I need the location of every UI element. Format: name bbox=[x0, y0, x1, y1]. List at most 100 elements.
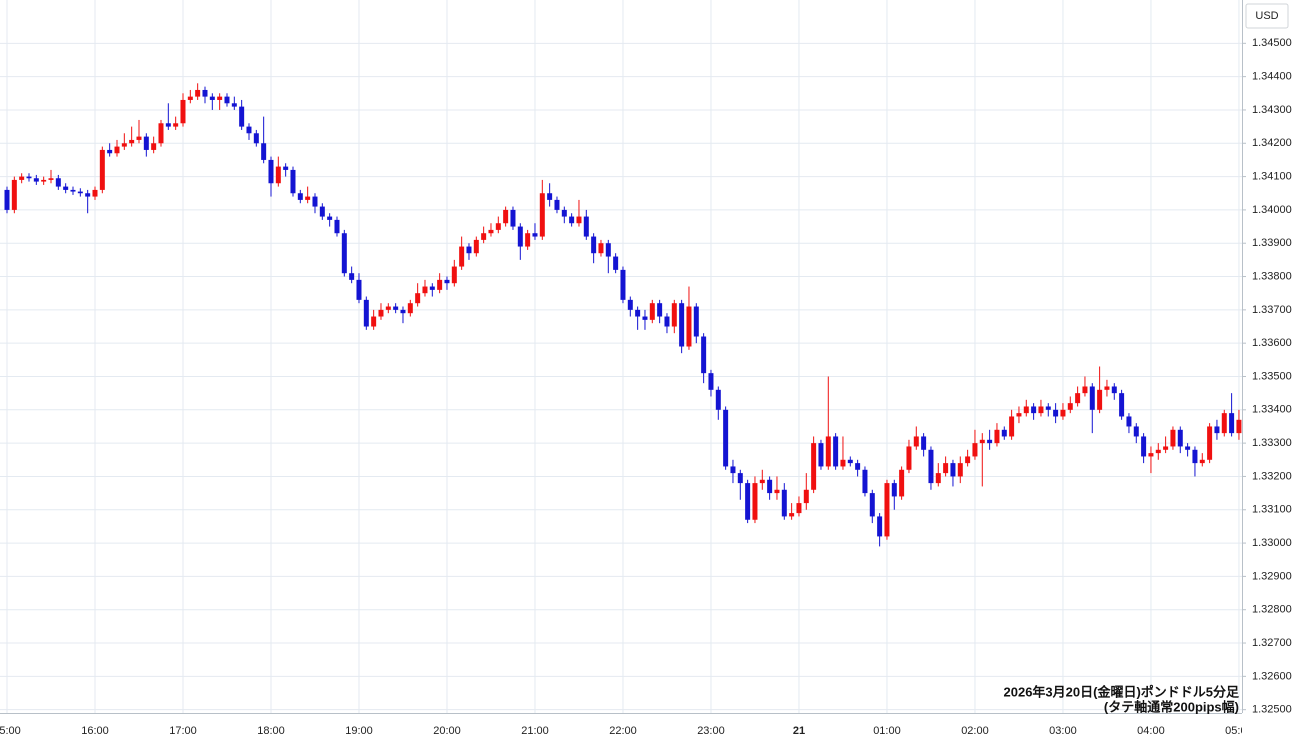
candle-body bbox=[1199, 459, 1205, 464]
candle-body bbox=[539, 193, 545, 237]
candle-body bbox=[1236, 419, 1242, 434]
candle-body bbox=[1214, 426, 1220, 434]
candle-body bbox=[334, 219, 340, 234]
candle-body bbox=[627, 299, 633, 310]
candle-body bbox=[253, 133, 259, 144]
candle-body bbox=[928, 449, 934, 484]
grid bbox=[0, 0, 1242, 713]
candle-body bbox=[576, 216, 582, 224]
candle-body bbox=[444, 279, 450, 284]
candle-body bbox=[1170, 429, 1176, 447]
candle-body bbox=[877, 516, 883, 537]
candle-body bbox=[495, 223, 501, 230]
candle-body bbox=[437, 279, 443, 290]
candle-body bbox=[730, 466, 736, 474]
candle-body bbox=[1016, 413, 1022, 417]
y-tick-label: 1.32800 bbox=[1252, 604, 1292, 616]
candle-body bbox=[1126, 416, 1132, 427]
candle-body bbox=[275, 166, 281, 184]
candle-body bbox=[231, 103, 237, 107]
candle-body bbox=[385, 306, 391, 310]
candle-body bbox=[818, 443, 824, 467]
candle-body bbox=[11, 179, 17, 210]
candle-body bbox=[63, 186, 69, 190]
caption: (タテ軸通常200pips幅) bbox=[1104, 699, 1239, 714]
candle-body bbox=[1119, 393, 1125, 417]
candle-body bbox=[1097, 389, 1103, 410]
candle-body bbox=[906, 446, 912, 470]
x-axis: 15:00 16:00 17:00 18:00 19:00 20:00 21:00 22:00… bbox=[0, 725, 1253, 737]
candle-body bbox=[481, 233, 487, 240]
candle-body bbox=[994, 429, 1000, 444]
candle-body bbox=[657, 303, 663, 317]
y-tick-label: 1.34300 bbox=[1252, 104, 1292, 116]
candle-body bbox=[503, 209, 509, 224]
candle-body bbox=[642, 316, 648, 320]
candle-body bbox=[1023, 406, 1029, 414]
candle-body bbox=[55, 178, 61, 187]
candle-body bbox=[686, 306, 692, 347]
candle-body bbox=[510, 209, 516, 227]
candle-body bbox=[451, 266, 457, 284]
candle-body bbox=[356, 279, 362, 300]
candle-body bbox=[693, 306, 699, 337]
candle-body bbox=[635, 309, 641, 317]
candle-body bbox=[1009, 416, 1015, 437]
candle-body bbox=[48, 178, 54, 180]
candle-body bbox=[811, 443, 817, 490]
candle-body bbox=[114, 146, 120, 154]
candle-body bbox=[422, 286, 428, 294]
x-tick-label: 16:00 bbox=[81, 725, 109, 737]
candle-body bbox=[107, 149, 113, 154]
x-tick-label: 21:00 bbox=[521, 725, 549, 737]
candle-body bbox=[965, 456, 971, 464]
candle-body bbox=[943, 463, 949, 474]
candle-body bbox=[613, 256, 619, 270]
candle-body bbox=[862, 469, 868, 494]
candle-body bbox=[1089, 386, 1095, 410]
candle-body bbox=[378, 309, 384, 317]
candle-body bbox=[151, 143, 157, 150]
candle-body bbox=[268, 159, 274, 184]
candle-body bbox=[547, 193, 553, 200]
candle-body bbox=[1192, 449, 1198, 464]
candle-body bbox=[891, 483, 897, 497]
candles bbox=[4, 83, 1242, 547]
y-tick-label: 1.33800 bbox=[1252, 270, 1292, 282]
candle-body bbox=[341, 233, 347, 274]
y-tick-label: 1.33000 bbox=[1252, 537, 1292, 549]
candle-body bbox=[290, 169, 296, 194]
candle-body bbox=[1001, 429, 1007, 437]
y-tick-label: 1.32900 bbox=[1252, 570, 1292, 582]
candle-body bbox=[466, 246, 472, 254]
candle-body bbox=[1031, 406, 1037, 414]
candle-body bbox=[129, 139, 135, 144]
candle-body bbox=[1177, 429, 1183, 447]
candle-body bbox=[1075, 393, 1081, 404]
x-tick-label: 20:00 bbox=[433, 725, 461, 737]
candle-body bbox=[173, 123, 179, 127]
candle-body bbox=[752, 483, 758, 520]
y-tick-label: 1.34100 bbox=[1252, 170, 1292, 182]
candle-body bbox=[781, 489, 787, 517]
candle-body bbox=[473, 239, 479, 254]
x-tick-label: 17:00 bbox=[169, 725, 197, 737]
candle-body bbox=[935, 473, 941, 484]
y-tick-label: 1.34500 bbox=[1252, 37, 1292, 49]
candle-body bbox=[561, 209, 567, 217]
candle-body bbox=[847, 459, 853, 464]
candle-body bbox=[1185, 446, 1191, 450]
candle-body bbox=[297, 193, 303, 200]
y-tick-label: 1.32600 bbox=[1252, 670, 1292, 682]
candle-body bbox=[517, 226, 523, 247]
candle-body bbox=[767, 479, 773, 494]
y-tick-label: 1.33900 bbox=[1252, 237, 1292, 249]
candle-body bbox=[261, 143, 267, 160]
candle-body bbox=[224, 96, 230, 104]
x-tick-label: 23:00 bbox=[697, 725, 725, 737]
candle-body bbox=[583, 216, 589, 237]
candle-body bbox=[803, 489, 809, 504]
candle-body bbox=[393, 306, 399, 310]
candle-body bbox=[1148, 453, 1154, 457]
candle-body bbox=[459, 246, 465, 267]
